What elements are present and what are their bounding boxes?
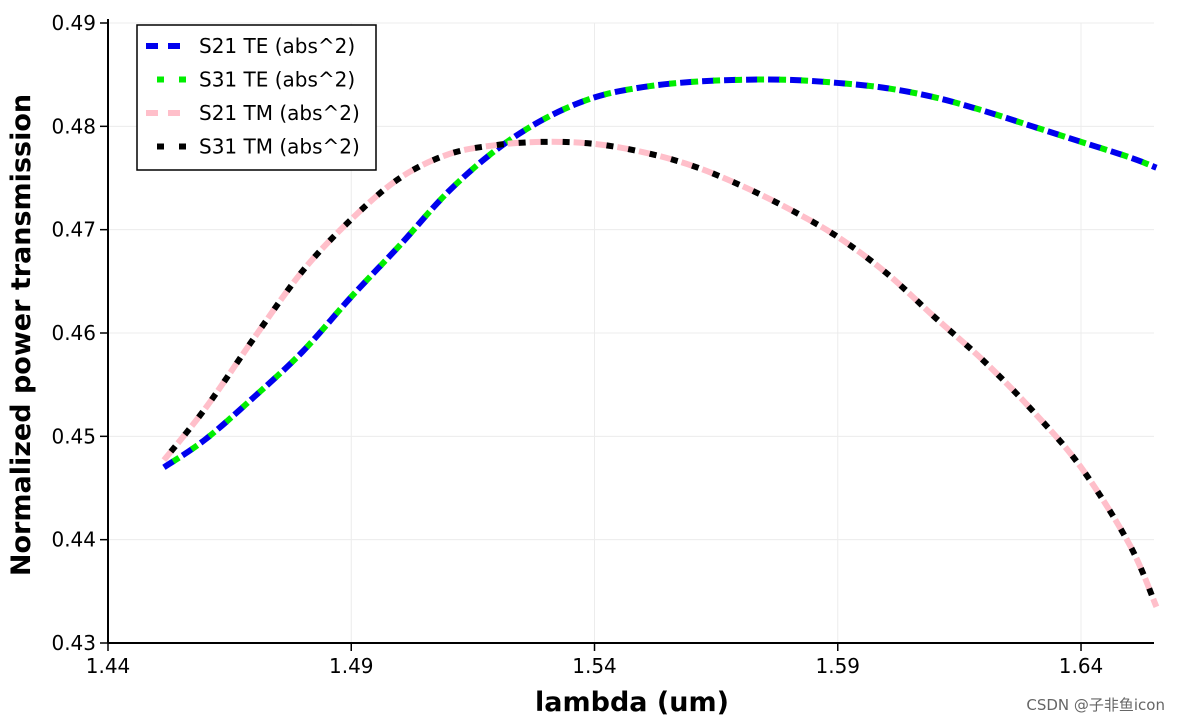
series-layer bbox=[161, 76, 1160, 609]
y-tick-label: 0.48 bbox=[51, 114, 96, 138]
x-tick-label: 1.49 bbox=[329, 654, 374, 678]
legend-label-s21-te: S21 TE (abs^2) bbox=[199, 34, 355, 58]
legend-label-s31-tm: S31 TM (abs^2) bbox=[199, 135, 360, 159]
x-tick-label: 1.59 bbox=[816, 654, 861, 678]
x-axis-title: lambda (um) bbox=[535, 687, 729, 718]
series-line-s21-tm bbox=[161, 138, 1160, 609]
y-tick-label: 0.49 bbox=[51, 11, 96, 35]
ticks: 1.44 1.49 1.54 1.59 1.64 0.43 0.44 0.45 0.46 0.47… bbox=[51, 11, 1103, 678]
series-line-s21-te bbox=[162, 76, 1158, 470]
watermark: CSDN @子非鱼icon bbox=[1026, 696, 1165, 714]
y-axis-title: Normalized power transmission bbox=[6, 94, 37, 576]
y-tick-label: 0.45 bbox=[51, 424, 96, 448]
x-tick-label: 1.54 bbox=[572, 654, 617, 678]
x-tick-label: 1.44 bbox=[86, 654, 131, 678]
legend-label-s21-tm: S21 TM (abs^2) bbox=[199, 101, 360, 125]
series-line-s31-te bbox=[162, 76, 1158, 470]
legend-box bbox=[136, 24, 377, 171]
legend-label-s31-te: S31 TE (abs^2) bbox=[199, 68, 355, 92]
x-tick-label: 1.64 bbox=[1059, 654, 1104, 678]
y-tick-label: 0.46 bbox=[51, 321, 96, 345]
y-tick-label: 0.47 bbox=[51, 218, 96, 242]
y-tick-label: 0.44 bbox=[51, 528, 96, 552]
grid bbox=[107, 22, 1154, 644]
y-tick-label: 0.43 bbox=[51, 631, 96, 655]
legend: S21 TE (abs^2) S31 TE (abs^2) S21 TM (abs^… bbox=[136, 24, 377, 171]
